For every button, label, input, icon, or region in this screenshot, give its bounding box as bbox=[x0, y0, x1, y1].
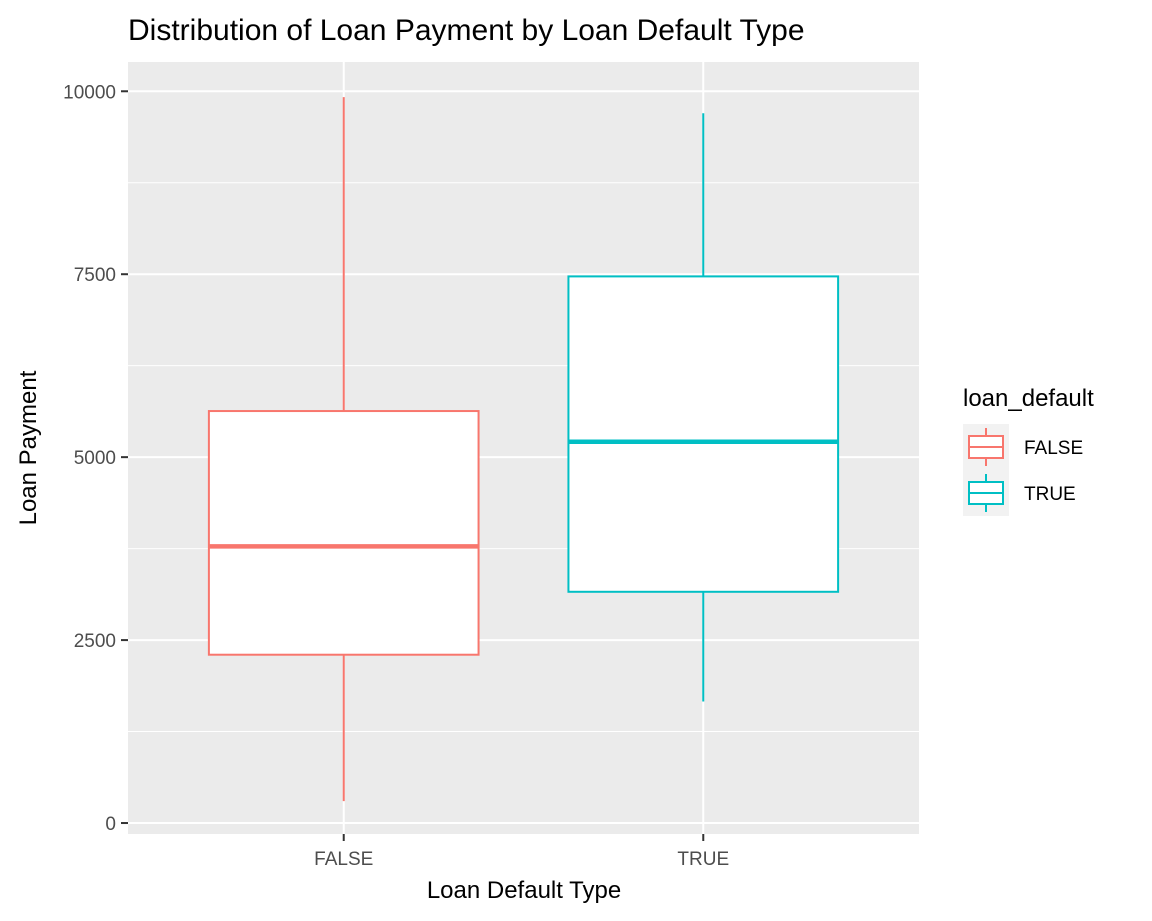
legend-title: loan_default bbox=[963, 385, 1094, 412]
x-tick-label: FALSE bbox=[314, 849, 373, 870]
box-iqr bbox=[567, 275, 840, 593]
legend-keys: FALSE TRUE bbox=[963, 424, 1083, 516]
legend-label: FALSE bbox=[1024, 438, 1083, 459]
x-axis: FALSE TRUE bbox=[314, 834, 729, 870]
legend-label: TRUE bbox=[1024, 484, 1076, 505]
box-iqr bbox=[207, 410, 480, 656]
x-tick-label: TRUE bbox=[677, 849, 729, 870]
y-tick-label: 10000 bbox=[63, 82, 116, 103]
box-true bbox=[567, 113, 840, 702]
legend-item-false: FALSE bbox=[963, 424, 1083, 470]
y-tick-label: 2500 bbox=[74, 631, 116, 652]
y-axis-title: Loan Payment bbox=[15, 370, 42, 525]
chart-title: Distribution of Loan Payment by Loan Def… bbox=[128, 14, 805, 47]
legend-item-true: TRUE bbox=[963, 470, 1076, 516]
y-axis: 0 2500 5000 7500 10000 bbox=[63, 82, 128, 835]
boxes bbox=[207, 97, 840, 802]
box-false bbox=[207, 97, 480, 802]
legend: loan_default FALSE TRUE bbox=[963, 385, 1094, 516]
y-tick-label: 7500 bbox=[74, 265, 116, 286]
y-tick-label: 0 bbox=[105, 814, 116, 835]
x-axis-title: Loan Default Type bbox=[427, 877, 621, 904]
y-tick-label: 5000 bbox=[74, 448, 116, 469]
